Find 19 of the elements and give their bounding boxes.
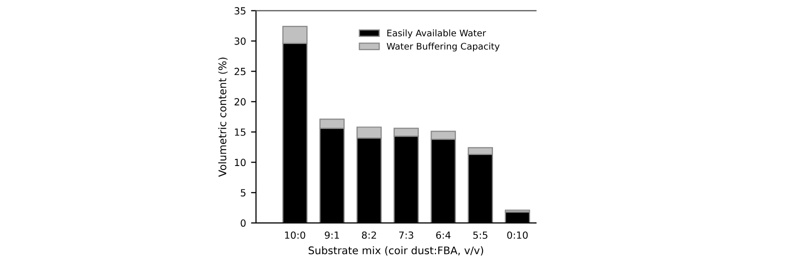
y-tick-label: 5 xyxy=(240,189,246,196)
x-tick-label: 9:1 xyxy=(324,231,339,239)
legend-label: Easily Available Water xyxy=(387,29,486,38)
y-axis-title: Volumetric content (%) xyxy=(218,58,228,177)
y-tick-label: 25 xyxy=(234,68,246,76)
x-tick-label: 7:3 xyxy=(399,231,414,239)
x-tick-label: 10:0 xyxy=(285,231,306,239)
y-tick-label: 35 xyxy=(234,7,246,15)
x-tick-label: 8:2 xyxy=(362,231,376,239)
legend-label: Water Buffering Capacity xyxy=(386,42,500,52)
y-tick-label: 20 xyxy=(234,98,246,106)
x-axis-title: Substrate mix (coir dust:FBA, v/v) xyxy=(308,246,484,256)
x-tick-label: 0:10 xyxy=(507,231,528,239)
y-tick-label: 0 xyxy=(240,219,246,227)
y-tick-label: 15 xyxy=(234,128,246,136)
y-tick-label: 30 xyxy=(234,37,246,45)
x-tick-label: 5:5 xyxy=(473,232,488,239)
x-tick-label: 6:4 xyxy=(436,231,451,239)
y-tick-label: 10 xyxy=(234,158,246,166)
